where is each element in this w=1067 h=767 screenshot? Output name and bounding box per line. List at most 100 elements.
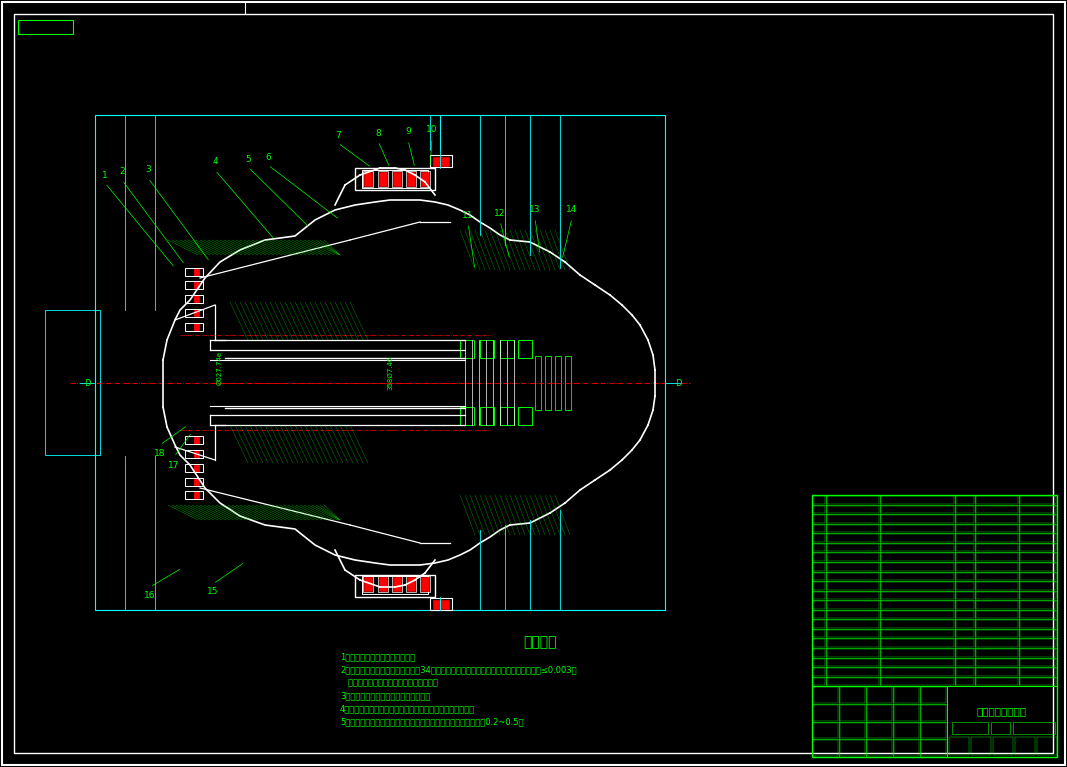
Bar bbox=[956, 678, 974, 685]
Bar bbox=[976, 582, 1018, 590]
Bar bbox=[827, 621, 879, 628]
Text: 10: 10 bbox=[426, 126, 437, 134]
Bar bbox=[866, 740, 892, 756]
Bar bbox=[392, 576, 402, 592]
Bar bbox=[827, 515, 879, 522]
Bar bbox=[976, 525, 1018, 532]
Bar bbox=[433, 600, 449, 609]
Bar bbox=[95, 115, 665, 610]
Text: 5、装配时，通过选配轮边行星轮垫调整轮边行星轮的轴向间隙为0.2~0.5；: 5、装配时，通过选配轮边行星轮垫调整轮边行星轮的轴向间隙为0.2~0.5； bbox=[340, 717, 524, 726]
Bar bbox=[813, 649, 825, 657]
Bar bbox=[555, 356, 561, 410]
Bar bbox=[881, 582, 954, 590]
Bar bbox=[881, 525, 954, 532]
Bar bbox=[813, 572, 825, 580]
Bar bbox=[813, 553, 825, 561]
Bar bbox=[827, 668, 879, 676]
Bar bbox=[813, 621, 825, 628]
Bar bbox=[194, 451, 200, 457]
Bar bbox=[364, 577, 372, 591]
Bar bbox=[194, 296, 200, 302]
Text: 技术要求: 技术要求 bbox=[523, 635, 557, 649]
Bar bbox=[378, 576, 388, 592]
Bar bbox=[813, 668, 825, 676]
Bar bbox=[1020, 668, 1056, 676]
Bar bbox=[827, 563, 879, 571]
Text: 6: 6 bbox=[265, 153, 271, 162]
Bar bbox=[813, 525, 825, 532]
Bar bbox=[827, 591, 879, 599]
Bar bbox=[976, 649, 1018, 657]
Bar bbox=[1020, 678, 1056, 685]
Bar bbox=[952, 722, 988, 734]
Bar bbox=[194, 437, 200, 443]
Bar bbox=[1016, 737, 1035, 755]
Bar bbox=[976, 515, 1018, 522]
Bar bbox=[185, 281, 203, 289]
Bar bbox=[956, 591, 974, 599]
Text: 15: 15 bbox=[207, 588, 219, 597]
Bar bbox=[894, 723, 919, 739]
Bar bbox=[976, 611, 1018, 618]
Bar bbox=[517, 407, 532, 425]
Bar bbox=[378, 171, 388, 187]
Text: 18: 18 bbox=[155, 449, 165, 457]
Bar bbox=[194, 324, 200, 330]
Bar bbox=[1020, 649, 1056, 657]
Bar bbox=[1020, 611, 1056, 618]
Bar bbox=[921, 723, 945, 739]
Bar bbox=[1020, 496, 1056, 504]
Text: 轮式装载机驱动桥: 轮式装载机驱动桥 bbox=[977, 706, 1026, 716]
Bar bbox=[976, 630, 1018, 637]
Bar bbox=[976, 544, 1018, 551]
Bar bbox=[976, 563, 1018, 571]
Bar bbox=[813, 591, 825, 599]
Bar bbox=[827, 496, 879, 504]
Bar bbox=[976, 640, 1018, 647]
Text: 1、所有零件装配前应清洗干净；: 1、所有零件装配前应清洗干净； bbox=[340, 652, 415, 661]
Bar bbox=[813, 687, 838, 703]
Bar bbox=[1037, 737, 1057, 755]
Bar bbox=[1020, 601, 1056, 609]
Bar bbox=[392, 171, 402, 187]
Bar bbox=[991, 722, 1010, 734]
Bar bbox=[971, 737, 991, 755]
Bar bbox=[407, 577, 415, 591]
Bar bbox=[976, 496, 1018, 504]
Bar bbox=[480, 407, 494, 425]
Bar bbox=[813, 515, 825, 522]
Bar bbox=[976, 621, 1018, 628]
Bar bbox=[956, 659, 974, 666]
Bar bbox=[535, 356, 541, 410]
Bar bbox=[881, 611, 954, 618]
Bar bbox=[956, 630, 974, 637]
Bar bbox=[813, 601, 825, 609]
Bar bbox=[881, 553, 954, 561]
Bar bbox=[1020, 505, 1056, 513]
Bar bbox=[430, 598, 452, 610]
Bar bbox=[827, 525, 879, 532]
Bar bbox=[45, 310, 100, 455]
Bar bbox=[813, 611, 825, 618]
Text: 14: 14 bbox=[567, 206, 577, 215]
Bar bbox=[921, 705, 945, 721]
Bar bbox=[827, 535, 879, 542]
Bar bbox=[194, 269, 200, 275]
Bar bbox=[827, 640, 879, 647]
Bar bbox=[881, 496, 954, 504]
Bar bbox=[185, 295, 203, 303]
Bar bbox=[18, 20, 73, 34]
Bar bbox=[956, 505, 974, 513]
Bar bbox=[1020, 525, 1056, 532]
Bar bbox=[956, 525, 974, 532]
Bar bbox=[1020, 515, 1056, 522]
Bar bbox=[194, 479, 200, 485]
Bar bbox=[956, 611, 974, 618]
Text: D: D bbox=[674, 378, 681, 387]
Bar bbox=[517, 340, 532, 358]
Bar bbox=[866, 687, 892, 703]
Bar bbox=[355, 575, 435, 597]
Text: 1: 1 bbox=[102, 170, 108, 179]
Bar bbox=[976, 659, 1018, 666]
Bar bbox=[840, 687, 865, 703]
